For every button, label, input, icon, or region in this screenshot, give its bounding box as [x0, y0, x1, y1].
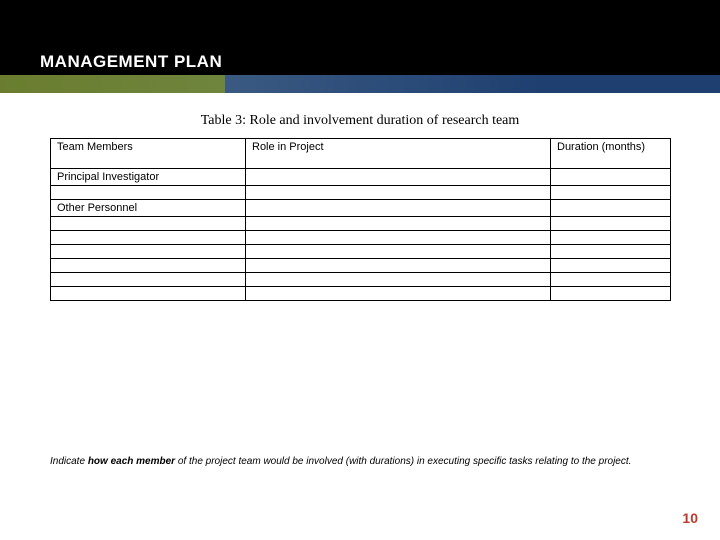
cell-team-member: Principal Investigator: [51, 169, 246, 186]
cell-duration: [551, 169, 671, 186]
table-header-row: Team Members Role in Project Duration (m…: [51, 139, 671, 169]
cell-role: [246, 169, 551, 186]
table-row: [51, 273, 671, 287]
cell-team-member: [51, 287, 246, 301]
cell-team-member: [51, 186, 246, 200]
team-table-element: Team Members Role in Project Duration (m…: [50, 138, 671, 301]
cell-team-member: [51, 259, 246, 273]
strip-segment-blue-right: [540, 75, 720, 93]
cell-team-member: [51, 273, 246, 287]
col-header-duration: Duration (months): [551, 139, 671, 169]
table-row: Other Personnel: [51, 200, 671, 217]
cell-role: [246, 231, 551, 245]
cell-duration: [551, 217, 671, 231]
cell-role: [246, 259, 551, 273]
cell-team-member: [51, 245, 246, 259]
cell-duration: [551, 259, 671, 273]
table-row: [51, 186, 671, 200]
cell-role: [246, 287, 551, 301]
table-row: [51, 217, 671, 231]
table-row: [51, 231, 671, 245]
cell-team-member: [51, 231, 246, 245]
page-title: MANAGEMENT PLAN: [40, 52, 222, 72]
cell-role: [246, 186, 551, 200]
cell-team-member: Other Personnel: [51, 200, 246, 217]
table-row: [51, 259, 671, 273]
cell-duration: [551, 287, 671, 301]
cell-duration: [551, 186, 671, 200]
strip-segment-blue-mid: [225, 75, 540, 93]
col-header-team-members: Team Members: [51, 139, 246, 169]
cell-role: [246, 217, 551, 231]
header-color-strip: [0, 75, 720, 93]
cell-duration: [551, 200, 671, 217]
slide: MANAGEMENT PLAN Table 3: Role and involv…: [0, 0, 720, 540]
cell-role: [246, 273, 551, 287]
table-caption: Table 3: Role and involvement duration o…: [0, 113, 720, 129]
col-header-role: Role in Project: [246, 139, 551, 169]
team-table: Team Members Role in Project Duration (m…: [50, 138, 670, 301]
cell-role: [246, 200, 551, 217]
page-number: 10: [682, 510, 698, 526]
cell-duration: [551, 245, 671, 259]
footnote-suffix: of the project team would be involved (w…: [175, 456, 631, 467]
cell-duration: [551, 231, 671, 245]
table-row: Principal Investigator: [51, 169, 671, 186]
footnote-prefix: Indicate: [50, 456, 88, 467]
cell-team-member: [51, 217, 246, 231]
footnote-bold: how each member: [88, 456, 175, 467]
footnote: Indicate how each member of the project …: [50, 455, 670, 469]
cell-role: [246, 245, 551, 259]
cell-duration: [551, 273, 671, 287]
strip-segment-green: [0, 75, 225, 93]
table-row: [51, 287, 671, 301]
table-row: [51, 245, 671, 259]
